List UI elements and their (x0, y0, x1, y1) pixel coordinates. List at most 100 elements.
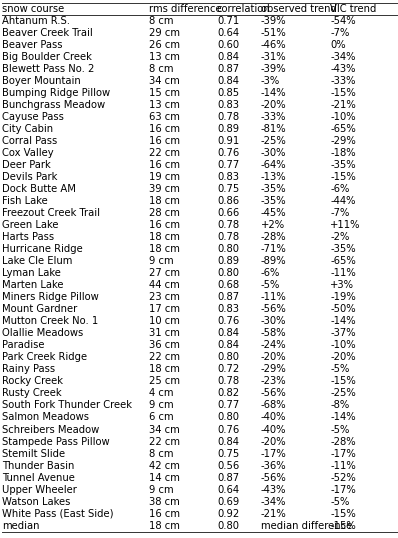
Text: -11%: -11% (261, 292, 287, 302)
Text: Green Lake: Green Lake (2, 220, 59, 230)
Text: -8%: -8% (330, 400, 349, 410)
Text: snow course: snow course (2, 4, 64, 13)
Text: 38 cm: 38 cm (149, 497, 180, 507)
Text: 0.83: 0.83 (217, 172, 239, 182)
Text: -21%: -21% (261, 508, 287, 519)
Text: -25%: -25% (261, 136, 287, 146)
Text: Bunchgrass Meadow: Bunchgrass Meadow (2, 100, 105, 110)
Text: 18 cm: 18 cm (149, 521, 180, 530)
Text: 0.66: 0.66 (217, 208, 239, 218)
Text: -58%: -58% (261, 328, 286, 338)
Text: -29%: -29% (261, 364, 287, 374)
Text: +11%: +11% (330, 220, 361, 230)
Text: Marten Lake: Marten Lake (2, 280, 64, 290)
Text: -36%: -36% (261, 461, 286, 471)
Text: Park Creek Ridge: Park Creek Ridge (2, 352, 87, 363)
Text: 0.80: 0.80 (217, 521, 239, 530)
Text: 0.80: 0.80 (217, 413, 239, 422)
Text: 0.89: 0.89 (217, 124, 239, 134)
Text: Cox Valley: Cox Valley (2, 148, 54, 158)
Text: -52%: -52% (330, 472, 356, 483)
Text: -40%: -40% (261, 413, 286, 422)
Text: Thunder Basin: Thunder Basin (2, 461, 74, 471)
Text: -20%: -20% (261, 352, 286, 363)
Text: -11%: -11% (330, 268, 356, 278)
Text: 44 cm: 44 cm (149, 280, 180, 290)
Text: 18 cm: 18 cm (149, 232, 180, 242)
Text: 0.80: 0.80 (217, 244, 239, 254)
Text: 0.78: 0.78 (217, 112, 239, 122)
Text: 0.68: 0.68 (217, 280, 239, 290)
Text: -81%: -81% (261, 124, 286, 134)
Text: 16 cm: 16 cm (149, 136, 180, 146)
Text: 0.80: 0.80 (217, 268, 239, 278)
Text: 19 cm: 19 cm (149, 172, 180, 182)
Text: 0.64: 0.64 (217, 485, 239, 494)
Text: -21%: -21% (330, 100, 356, 110)
Text: Bumping Ridge Pillow: Bumping Ridge Pillow (2, 88, 110, 98)
Text: 0.69: 0.69 (217, 497, 239, 507)
Text: Harts Pass: Harts Pass (2, 232, 54, 242)
Text: 13 cm: 13 cm (149, 100, 180, 110)
Text: -5%: -5% (330, 497, 350, 507)
Text: -68%: -68% (261, 400, 286, 410)
Text: 26 cm: 26 cm (149, 40, 180, 50)
Text: 22 cm: 22 cm (149, 436, 180, 447)
Text: -31%: -31% (261, 52, 286, 62)
Text: -15%: -15% (330, 172, 356, 182)
Text: 0.76: 0.76 (217, 316, 239, 327)
Text: 0.84: 0.84 (217, 328, 239, 338)
Text: 0%: 0% (330, 40, 346, 50)
Text: Boyer Mountain: Boyer Mountain (2, 76, 81, 86)
Text: Tunnel Avenue: Tunnel Avenue (2, 472, 75, 483)
Text: Schreibers Meadow: Schreibers Meadow (2, 424, 99, 435)
Text: Freezout Creek Trail: Freezout Creek Trail (2, 208, 100, 218)
Text: -56%: -56% (261, 472, 287, 483)
Text: Beaver Creek Trail: Beaver Creek Trail (2, 28, 93, 38)
Text: -33%: -33% (261, 112, 286, 122)
Text: Olallie Meadows: Olallie Meadows (2, 328, 83, 338)
Text: -30%: -30% (261, 148, 286, 158)
Text: -56%: -56% (261, 388, 287, 399)
Text: 9 cm: 9 cm (149, 400, 174, 410)
Text: 31 cm: 31 cm (149, 328, 180, 338)
Text: 28 cm: 28 cm (149, 208, 180, 218)
Text: Watson Lakes: Watson Lakes (2, 497, 70, 507)
Text: 17 cm: 17 cm (149, 305, 180, 314)
Text: -51%: -51% (261, 28, 287, 38)
Text: 34 cm: 34 cm (149, 424, 180, 435)
Text: -28%: -28% (330, 436, 356, 447)
Text: 34 cm: 34 cm (149, 76, 180, 86)
Text: 9 cm: 9 cm (149, 485, 174, 494)
Text: -15%: -15% (330, 508, 356, 519)
Text: -25%: -25% (330, 388, 356, 399)
Text: -35%: -35% (330, 244, 356, 254)
Text: Ahtanum R.S.: Ahtanum R.S. (2, 16, 70, 26)
Text: correlation: correlation (217, 4, 271, 13)
Text: Blewett Pass No. 2: Blewett Pass No. 2 (2, 64, 94, 74)
Text: -5%: -5% (261, 280, 280, 290)
Text: -71%: -71% (261, 244, 287, 254)
Text: -34%: -34% (330, 52, 356, 62)
Text: 10 cm: 10 cm (149, 316, 180, 327)
Text: -50%: -50% (330, 305, 356, 314)
Text: 0.83: 0.83 (217, 305, 239, 314)
Text: 0.80: 0.80 (217, 352, 239, 363)
Text: -6%: -6% (330, 184, 350, 194)
Text: -7%: -7% (330, 28, 350, 38)
Text: 22 cm: 22 cm (149, 148, 180, 158)
Text: 18 cm: 18 cm (149, 364, 180, 374)
Text: -7%: -7% (330, 208, 350, 218)
Text: -24%: -24% (261, 341, 286, 350)
Text: Beaver Pass: Beaver Pass (2, 40, 62, 50)
Text: 0.76: 0.76 (217, 148, 239, 158)
Text: 0.76: 0.76 (217, 424, 239, 435)
Text: Stampede Pass Pillow: Stampede Pass Pillow (2, 436, 109, 447)
Text: 0.78: 0.78 (217, 232, 239, 242)
Text: 0.84: 0.84 (217, 76, 239, 86)
Text: Paradise: Paradise (2, 341, 45, 350)
Text: 0.92: 0.92 (217, 508, 239, 519)
Text: 0.78: 0.78 (217, 220, 239, 230)
Text: 0.56: 0.56 (217, 461, 239, 471)
Text: 0.86: 0.86 (217, 196, 239, 206)
